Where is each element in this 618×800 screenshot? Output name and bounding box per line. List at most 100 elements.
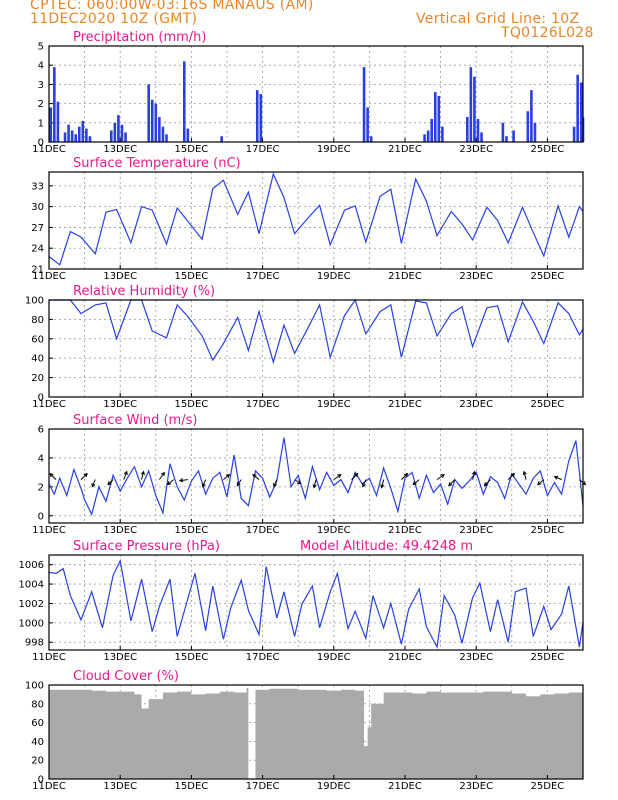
- x-tick-label: 21DEC: [388, 525, 422, 536]
- wind-arrow: [436, 474, 445, 481]
- wind-arrow: [167, 479, 174, 485]
- x-tick-label: 17DEC: [246, 399, 280, 410]
- panel-frame: [48, 171, 584, 270]
- precip-bar: [505, 136, 508, 142]
- precip-bar: [259, 94, 263, 142]
- y-tick-label: 100: [25, 681, 44, 692]
- x-tick-label: 11DEC: [32, 399, 66, 410]
- precip-bar: [124, 132, 127, 142]
- x-tick-label: 11DEC: [32, 781, 66, 792]
- x-tick-label: 15DEC: [175, 781, 209, 792]
- panel-subtitle: Model Altitude: 49.4248 m: [300, 539, 473, 554]
- x-tick-label: 19DEC: [317, 652, 351, 663]
- header-title: CPTEC: 060:00W-03:16S MANAUS (AM): [30, 0, 314, 13]
- x-tick-label: 23DEC: [459, 652, 493, 663]
- panel-frame: [48, 299, 584, 398]
- y-tick-label: 30: [31, 202, 44, 213]
- wind-arrow-head: [380, 484, 385, 489]
- wind-arrow-head: [403, 472, 409, 478]
- panel-title: Relative Humidity (%): [73, 284, 215, 299]
- x-tick-label: 19DEC: [317, 525, 351, 536]
- y-tick-label: 4: [38, 61, 44, 72]
- wind-arrow-head: [471, 470, 477, 476]
- y-tick-label: 1006: [19, 560, 44, 571]
- x-tick-label: 15DEC: [175, 271, 209, 282]
- wind-line: [48, 437, 584, 517]
- wind-arrow-head: [166, 481, 172, 486]
- wind-arrow-head: [123, 470, 128, 476]
- precip-bar: [526, 111, 530, 142]
- y-tick-label: 0: [38, 393, 44, 404]
- y-tick-label: 1: [38, 118, 44, 129]
- wind-arrow: [179, 479, 188, 482]
- x-tick-label: 23DEC: [459, 144, 493, 155]
- wind-arrow-head: [140, 470, 145, 476]
- precip-bar: [81, 120, 85, 142]
- wind-arrow-head: [160, 471, 165, 477]
- precip-bar: [85, 128, 88, 142]
- y-tick-label: 0: [38, 511, 44, 522]
- y-tick-label: 3: [38, 80, 44, 91]
- precip-bar: [572, 126, 576, 142]
- precip-bar: [110, 130, 113, 142]
- wind-arrow: [273, 479, 278, 487]
- y-tick-label: 2: [38, 99, 44, 110]
- y-tick-label: 60: [31, 334, 44, 345]
- wind-arrow: [158, 472, 165, 480]
- precip-bar: [182, 61, 186, 142]
- precip-bar: [49, 107, 53, 142]
- x-tick-label: 19DEC: [317, 399, 351, 410]
- x-tick-label: 19DEC: [317, 781, 351, 792]
- panel-title: Surface Wind (m/s): [73, 413, 197, 428]
- y-tick-label: 0: [38, 138, 44, 149]
- precip-bar: [165, 134, 168, 142]
- precip-bar: [430, 118, 433, 142]
- pressure-line: [48, 558, 584, 650]
- y-tick-label: 80: [31, 315, 44, 326]
- x-tick-label: 25DEC: [531, 781, 565, 792]
- precip-bar: [441, 126, 444, 142]
- y-tick-label: 1000: [19, 618, 44, 629]
- panel-frame: [48, 45, 584, 143]
- precip-bar: [533, 122, 537, 142]
- x-tick-label: 25DEC: [531, 144, 565, 155]
- wind-arrow: [484, 479, 491, 486]
- x-tick-label: 13DEC: [103, 525, 137, 536]
- wind-arrow: [236, 479, 242, 486]
- precip-bar: [437, 95, 441, 142]
- x-tick-label: 11DEC: [32, 652, 66, 663]
- precip-bar: [56, 101, 60, 142]
- y-tick-label: 60: [31, 718, 44, 729]
- y-tick-label: 5: [38, 42, 44, 53]
- y-tick-label: 21: [31, 265, 44, 276]
- wind-arrow: [412, 479, 420, 485]
- x-tick-label: 15DEC: [175, 652, 209, 663]
- precip-bar: [67, 124, 70, 142]
- x-tick-label: 21DEC: [388, 781, 422, 792]
- header-date: 11DEC2020 10Z (GMT): [30, 11, 198, 27]
- panel-title: Precipitation (mm/h): [73, 30, 206, 45]
- wind-arrow: [294, 479, 301, 485]
- x-tick-label: 15DEC: [175, 525, 209, 536]
- precip-bar: [113, 122, 117, 142]
- x-tick-label: 13DEC: [103, 781, 137, 792]
- y-tick-label: 6: [38, 425, 44, 436]
- precip-bar: [186, 128, 190, 142]
- wind-arrow: [554, 476, 562, 481]
- x-tick-label: 25DEC: [531, 271, 565, 282]
- y-tick-label: 20: [31, 756, 44, 767]
- y-tick-label: 1002: [19, 599, 44, 610]
- x-tick-label: 21DEC: [388, 399, 422, 410]
- wind-arrow-head: [448, 482, 453, 487]
- x-tick-label: 21DEC: [388, 144, 422, 155]
- wind-arrow-head: [201, 483, 206, 488]
- precip-bar: [53, 67, 56, 142]
- wind-arrow-head: [354, 472, 359, 478]
- wind-arrow-head: [297, 480, 302, 485]
- x-tick-label: 17DEC: [246, 525, 280, 536]
- cloud-cover-area: [49, 687, 583, 779]
- wind-arrow: [80, 473, 88, 480]
- wind-arrow-head: [178, 478, 184, 483]
- wind-arrow: [252, 474, 260, 480]
